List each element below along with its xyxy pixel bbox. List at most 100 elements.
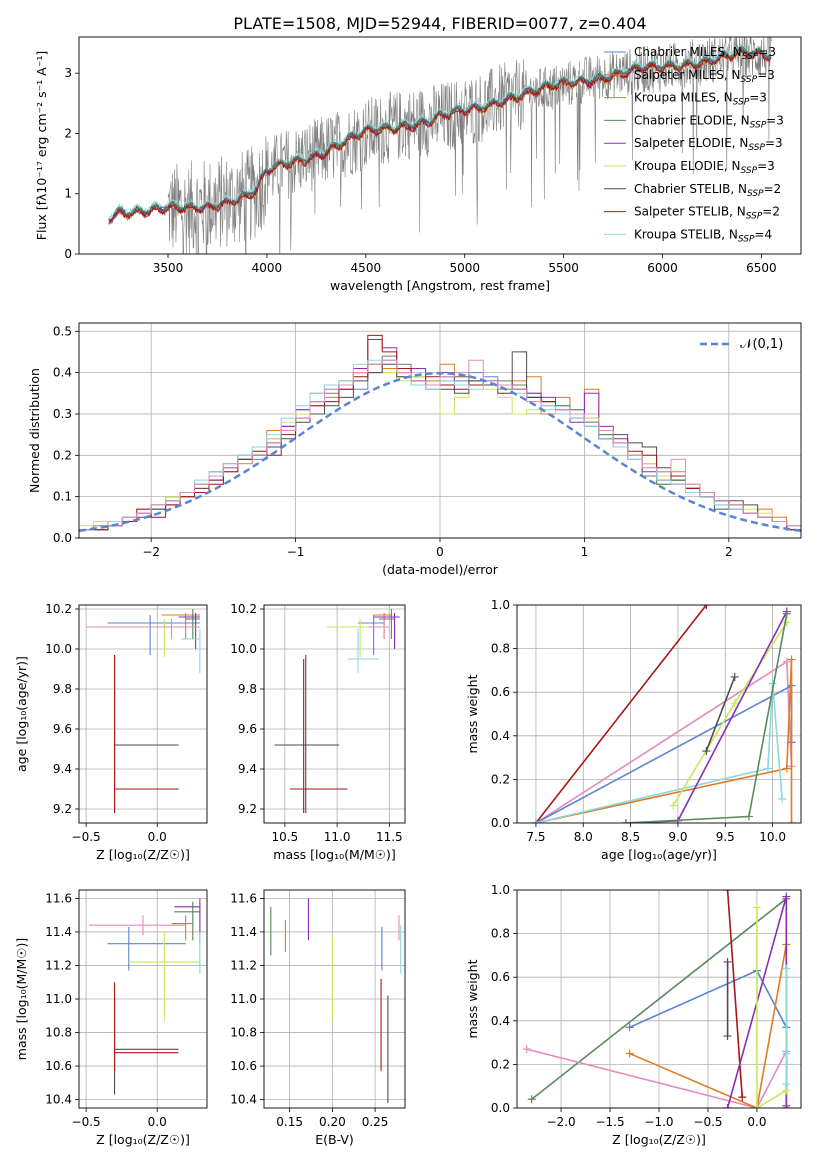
weight-marker [782,618,791,627]
plot-area [79,890,207,1108]
y-tick-label: 10.6 [45,1059,72,1073]
spectrum-panel: 3500 4000 4500 5000 5500 6000 6500 0 1 2 3 waveleng… [34,36,802,293]
axes-frame [263,604,406,824]
plot-area [79,605,207,823]
weight-line-pink [535,660,793,823]
x-tick-label: 0.0 [148,1115,167,1129]
x-tick-label: 7.5 [526,830,545,844]
x-tick-label: −0.5 [72,830,101,844]
model-spectrum-green [108,45,772,224]
x-tick-label: 5000 [449,261,480,275]
x-tick-label: 11.0 [324,830,351,844]
y-tick-label: 10.4 [230,1093,257,1107]
y-axis-label: Flux [fλ10⁻¹⁷ erg cm⁻² s⁻¹ A⁻¹] [34,51,49,240]
x-axis-label: Z [log₁₀(Z/Z☉)] [96,1132,190,1147]
x-axis-label: wavelength [Angstrom, rest frame] [330,278,550,293]
weight-marker [723,1032,732,1041]
weight-marker [782,1049,791,1058]
legend-text: =3 [749,91,767,105]
model-spectrum-red [108,47,772,223]
legend-subscript: SSP [741,75,758,85]
weight-vs-metallicity-panel: −2.0 −1.5 −1.0 −0.5 0.0 0.0 0.2 0.4 0.6 0.8 1.0 Z [… [465,883,802,1147]
y-tick-label: 0.2 [53,448,72,462]
y-tick-label: 11.2 [45,958,72,972]
x-axis-label: age [log₁₀(age/yr)] [601,847,717,862]
y-tick-label: 0.8 [491,927,510,941]
weight-line-cyan [535,683,783,823]
y-tick-label: 9.2 [53,802,72,816]
plot-area [108,37,772,254]
weight-marker [782,609,791,618]
legend-text: =3 [757,159,775,173]
x-tick-label: −0.5 [693,1115,722,1129]
mass-vs-extinction-panel: 0.15 0.20 0.25 10.4 10.6 10.8 11.0 11.2 11.4 11.6… [230,889,406,1147]
y-tick-label: 11.4 [45,925,72,939]
histogram-pink [79,359,801,538]
x-tick-label: 0.0 [148,830,167,844]
y-axis-label: mass [log₁₀(M/M☉)] [14,938,29,1060]
legend-text: Salpeter ELODIE, N [634,136,748,150]
weight-marker [621,819,630,823]
x-tick-label: 8.0 [574,830,593,844]
weight-marker [625,1049,634,1058]
y-tick-label: 0.4 [491,1014,510,1028]
legend-subscript: SSP [742,52,759,62]
legend-subscript: SSP [747,189,764,199]
legend-text: Kroupa ELODIE, N [634,159,741,173]
x-tick-label: 0.20 [319,1115,346,1129]
y-tick-label: 0 [64,247,72,261]
y-tick-label: 11.2 [230,958,257,972]
y-tick-label: 0.6 [491,685,510,699]
gaussian-curve [79,371,801,533]
weight-marker [702,747,711,756]
x-tick-label: 4000 [252,261,283,275]
weight-marker [782,1080,791,1089]
y-tick-label: 1 [64,187,72,201]
residuals-panel: −2 −1 0 1 2 0.0 0.1 0.2 0.3 0.4 0.5 (data-model)/er… [27,322,802,577]
weight-marker [723,1104,732,1108]
weight-line-orange [535,659,793,823]
legend-text: =4 [754,227,772,241]
legend-entry: Kroupa MILES, NSSP=3 [634,91,767,108]
age-vs-mass-panel: 10.5 11.0 11.5 9.2 9.4 9.6 9.8 10.0 10.2 mass [lo… [230,602,406,862]
legend-subscript: SSP [741,166,758,176]
legend-text: =3 [758,45,776,59]
figure-title: PLATE=1508, MJD=52944, FIBERID=0077, z=0… [233,14,646,33]
y-tick-label: 0.0 [53,531,72,545]
y-tick-label: 0.8 [491,642,510,656]
axes-frame [78,604,208,824]
weight-marker [782,964,791,973]
y-tick-label: 9.4 [238,762,257,776]
y-tick-label: 0.4 [491,729,510,743]
weight-marker [744,812,753,821]
x-tick-label: 1 [581,545,589,559]
weight-marker [625,1023,634,1032]
legend-text: Chabrier MILES, N [634,45,742,59]
weight-line-red [535,605,707,823]
legend-subscript: SSP [733,98,750,108]
plot-area [264,605,405,823]
x-tick-label: −2.0 [546,1115,575,1129]
weight-marker [782,764,791,773]
y-tick-label: 1.0 [491,883,510,897]
y-axis-label: Normed distribution [27,368,42,493]
x-tick-label: 0.15 [276,1115,303,1129]
legend-text: Chabrier ELODIE, N [634,113,750,127]
x-tick-label: 5500 [548,261,579,275]
x-tick-label: 6000 [647,261,678,275]
legend-entry: Chabrier ELODIE, NSSP=3 [634,113,784,130]
y-tick-label: 9.8 [53,682,72,696]
model-spectrum-blue [108,47,772,223]
x-axis-label: Z [log₁₀(Z/Z☉)] [96,847,190,862]
legend-text: Salpeter MILES, N [634,68,741,82]
y-tick-label: 0.6 [491,970,510,984]
x-tick-label: 9.5 [716,830,735,844]
y-tick-label: 0.0 [491,816,510,830]
legend-entry: Kroupa ELODIE, NSSP=3 [634,159,775,176]
legend-entry: 𝒩(0,1) [740,337,783,352]
y-tick-label: 0.5 [53,324,72,338]
weight-marker [723,890,732,894]
x-tick-label: 6500 [746,261,777,275]
x-tick-label: 0 [436,545,444,559]
y-tick-label: 11.6 [45,891,72,905]
